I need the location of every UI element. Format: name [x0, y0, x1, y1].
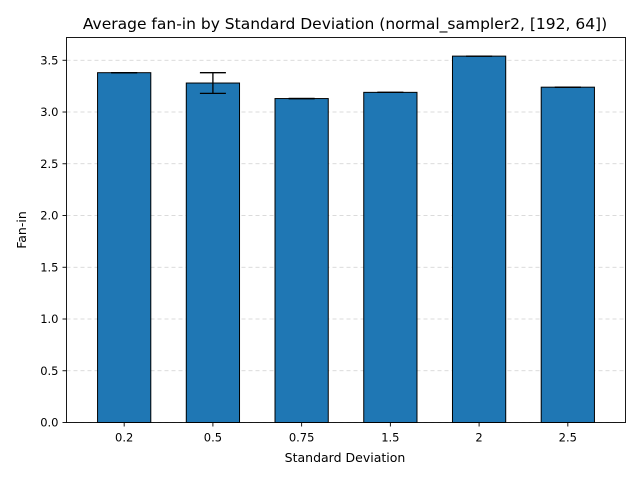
x-axis-ticks: 0.2 0.5 0.75 1.5 2 2.5 — [115, 422, 577, 445]
y-tick-label: 3.5 — [40, 53, 58, 67]
bar-0.75 — [274, 98, 329, 423]
plot-frame — [66, 37, 626, 423]
bar-0.5 — [185, 82, 241, 424]
x-tick-label: 1.5 — [381, 431, 399, 445]
y-tick-label: 2.0 — [40, 209, 58, 223]
bar-1.5 — [363, 91, 418, 424]
y-tick-label: 0.5 — [40, 364, 58, 378]
y-axis-label: Fan-in — [14, 211, 29, 249]
chart-title: Average fan-in by Standard Deviation (no… — [83, 15, 607, 34]
x-tick-label: 0.2 — [115, 431, 133, 445]
y-tick-label: 3.0 — [40, 105, 58, 119]
x-tick-label: 2.5 — [559, 431, 577, 445]
bar-0.2 — [97, 72, 152, 423]
x-tick-label: 0.75 — [289, 431, 315, 445]
y-tick-label: 1.5 — [40, 260, 58, 274]
bar-2 — [451, 55, 507, 424]
y-axis-ticks: 0.0 0.5 1.0 1.5 2.0 2.5 3.0 3.5 — [40, 53, 67, 430]
y-tick-label: 2.5 — [40, 157, 58, 171]
x-axis-label: Standard Deviation — [285, 450, 406, 465]
bar-2.5 — [540, 86, 595, 423]
error-bars — [111, 55, 581, 100]
bars — [97, 55, 595, 424]
y-gridlines — [66, 59, 626, 423]
y-tick-label: 1.0 — [40, 312, 58, 326]
x-tick-label: 2 — [475, 431, 482, 445]
y-tick-label: 0.0 — [40, 416, 58, 430]
x-tick-label: 0.5 — [204, 431, 222, 445]
